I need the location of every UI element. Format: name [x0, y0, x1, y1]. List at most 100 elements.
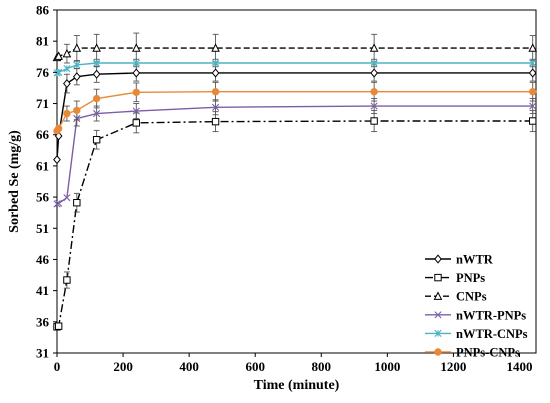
y-tick-label: 81 [36, 34, 49, 49]
y-tick-label: 86 [36, 3, 50, 18]
legend-label: CNPs [456, 290, 487, 304]
data-point [63, 276, 71, 284]
data-point [132, 88, 140, 97]
axes-layer: 0 200 400 600 800 1000 1200 1400 31 36 41 46 51 56 61 6… [36, 3, 532, 375]
data-point [63, 194, 71, 202]
data-point [211, 87, 220, 96]
data-point [92, 136, 101, 144]
data-point [370, 117, 378, 125]
data-point [93, 59, 101, 67]
data-point [73, 106, 81, 115]
series-pnps [53, 109, 537, 331]
legend-label: nWTR-PNPs [456, 308, 526, 322]
y-tick-label: 36 [36, 314, 50, 329]
data-point [93, 109, 101, 118]
series-nwtr-pnps [53, 98, 537, 208]
data-point [92, 43, 101, 52]
legend-label: PNPs-CNPs [456, 346, 520, 360]
data-point [370, 87, 378, 96]
data-point [131, 43, 141, 52]
legend-label: nWTR [456, 253, 494, 267]
data-point [72, 43, 82, 52]
x-tick-label: 400 [179, 359, 199, 374]
y-tick-label: 61 [36, 158, 49, 173]
legend-marker [434, 329, 442, 337]
data-point [63, 79, 71, 89]
series-cnps [52, 32, 538, 64]
data-point [92, 94, 101, 103]
data-point [92, 69, 101, 79]
legend-label: nWTR-CNPs [456, 327, 528, 341]
data-point [211, 103, 220, 111]
data-point [370, 68, 378, 78]
legend-marker [434, 348, 442, 356]
data-point [370, 59, 378, 67]
y-tick-label: 71 [36, 96, 49, 111]
x-tick-label: 600 [245, 359, 265, 374]
data-point [54, 51, 63, 60]
y-tick-label: 31 [36, 346, 49, 361]
data-point [211, 59, 220, 67]
legend-marker [433, 291, 443, 300]
series-line [56, 62, 533, 74]
data-point [54, 322, 63, 330]
data-point [528, 43, 538, 52]
legend-marker [434, 311, 442, 319]
series-pnps-cnps [53, 81, 537, 135]
legend-label: PNPs [456, 271, 485, 285]
data-point [370, 102, 378, 110]
data-point [63, 65, 71, 73]
series-layer [52, 32, 538, 331]
data-point [529, 59, 537, 67]
data-point [62, 48, 72, 58]
data-point [211, 43, 220, 52]
data-point [53, 200, 61, 208]
y-tick-label: 41 [36, 283, 49, 298]
y-axis-title: Sorbed Se (mg/g) [7, 130, 22, 233]
legend-marker [434, 273, 442, 282]
series-nwtr [53, 64, 537, 165]
data-point [528, 117, 537, 125]
data-point [211, 117, 220, 126]
data-point [132, 68, 141, 78]
data-point [55, 68, 63, 76]
data-point [53, 155, 61, 165]
data-point [528, 87, 537, 96]
x-tick-label: 1200 [440, 359, 466, 374]
data-point [369, 43, 379, 52]
data-point [72, 72, 81, 82]
legend-item: PNPs [425, 271, 485, 285]
legend-item: nWTR-CNPs [425, 327, 528, 341]
legend-item: nWTR [425, 253, 494, 267]
legend-item: nWTR-PNPs [425, 308, 526, 322]
data-point [54, 124, 63, 133]
x-tick-label: 0 [54, 359, 61, 374]
y-tick-label: 76 [36, 65, 50, 80]
series-nwtr-cnps [53, 58, 537, 77]
legend-marker [434, 254, 442, 264]
x-axis-title: Time (minute) [254, 378, 340, 393]
legend-item: CNPs [425, 290, 487, 304]
data-point [73, 199, 81, 207]
x-tick-label: 1000 [374, 359, 400, 374]
x-tick-label: 800 [312, 359, 332, 374]
data-point [529, 102, 537, 110]
data-point [73, 61, 81, 69]
data-point [528, 68, 537, 78]
data-point [55, 199, 63, 207]
plot-frame [56, 9, 537, 354]
series-line [56, 72, 533, 160]
y-tick-label: 56 [36, 190, 50, 205]
x-tick-label: 1400 [506, 359, 532, 374]
x-tick-label: 200 [113, 359, 133, 374]
y-tick-label: 46 [36, 252, 50, 267]
data-point [211, 68, 220, 78]
data-point [63, 109, 71, 118]
series-line [56, 47, 533, 58]
data-point [132, 107, 140, 115]
y-tick-label: 51 [36, 221, 49, 236]
y-tick-label: 66 [36, 127, 50, 142]
plot-area [56, 9, 537, 354]
data-point [132, 59, 140, 67]
